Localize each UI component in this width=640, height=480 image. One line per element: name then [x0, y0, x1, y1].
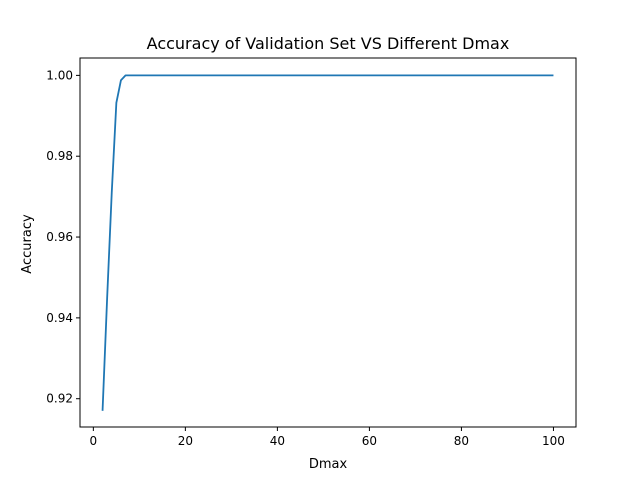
y-axis-label: Accuracy [20, 214, 35, 274]
x-tick-label: 40 [270, 434, 285, 448]
x-tick-label: 0 [90, 434, 98, 448]
x-tick-label: 20 [178, 434, 193, 448]
x-axis-ticks: 0 20 40 60 80 100 [90, 427, 565, 448]
x-tick-label: 100 [542, 434, 565, 448]
y-tick-label: 0.92 [46, 392, 73, 406]
y-axis-ticks: 0.92 0.94 0.96 0.98 1.00 [46, 68, 80, 406]
series-layer [101, 74, 554, 411]
chart-title: Accuracy of Validation Set VS Different … [147, 34, 510, 53]
series-line-0 [101, 74, 554, 411]
x-tick-label: 60 [362, 434, 377, 448]
y-tick-label: 0.94 [46, 311, 73, 325]
y-tick-label: 0.96 [46, 230, 73, 244]
x-axis-label: Dmax [309, 457, 348, 472]
y-tick-label: 1.00 [46, 68, 73, 82]
y-tick-label: 0.98 [46, 149, 73, 163]
axes-frame [79, 57, 577, 428]
plot-area: 0 20 40 60 80 100 0.92 0.94 0.96 0.98 1.00 [46, 57, 577, 448]
x-tick-label: 80 [454, 434, 469, 448]
